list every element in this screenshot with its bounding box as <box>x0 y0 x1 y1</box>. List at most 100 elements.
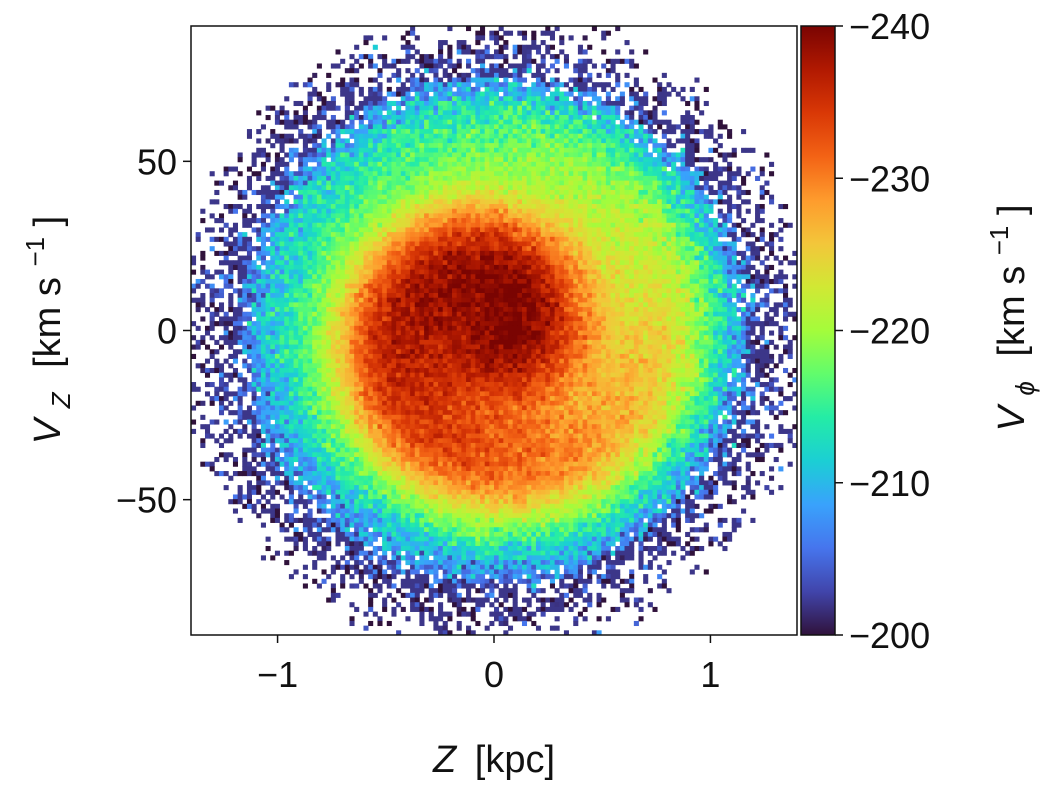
heatmap-cell <box>526 58 532 64</box>
heatmap-cell <box>480 260 486 266</box>
heatmap-cell <box>512 185 518 191</box>
heatmap-cell <box>284 218 290 224</box>
heatmap-cell <box>456 138 462 144</box>
heatmap-cell <box>577 199 583 205</box>
heatmap-cell <box>568 110 574 116</box>
heatmap-cell <box>494 72 500 78</box>
heatmap-cell <box>316 180 322 186</box>
heatmap-cell <box>545 157 551 163</box>
heatmap-cell <box>494 138 500 144</box>
heatmap-cell <box>755 274 761 280</box>
heatmap-cell <box>288 264 294 270</box>
heatmap-cell <box>680 222 686 228</box>
heatmap-cell <box>251 288 257 294</box>
heatmap-cell <box>498 204 504 210</box>
heatmap-cell <box>577 72 583 78</box>
heatmap-cell <box>349 124 355 130</box>
heatmap-cell <box>647 297 653 303</box>
heatmap-cell <box>605 278 611 285</box>
heatmap-cell <box>312 72 318 78</box>
heatmap-cell <box>535 138 542 144</box>
heatmap-cell <box>410 86 416 92</box>
heatmap-cell <box>484 278 490 285</box>
heatmap-cell <box>424 227 430 233</box>
heatmap-cell <box>307 218 313 224</box>
heatmap-cell <box>480 96 486 102</box>
heatmap-cell <box>619 213 625 219</box>
heatmap-cell <box>680 218 686 224</box>
heatmap-cell <box>335 241 341 247</box>
heatmap-cell <box>596 175 602 181</box>
heatmap-cell <box>638 236 644 242</box>
heatmap-cell <box>377 68 383 74</box>
heatmap-cell <box>615 189 621 196</box>
heatmap-cell <box>386 199 392 205</box>
heatmap-cell <box>358 255 364 261</box>
heatmap-cell <box>447 222 453 228</box>
heatmap-cell <box>587 77 593 83</box>
heatmap-cell <box>727 185 733 191</box>
heatmap-cell <box>396 218 402 224</box>
heatmap-cell <box>410 269 416 275</box>
heatmap-cell <box>568 246 574 252</box>
heatmap-cell <box>605 208 611 214</box>
heatmap-cell <box>330 208 336 214</box>
heatmap-cell <box>316 133 322 139</box>
heatmap-cell <box>344 213 350 219</box>
heatmap-cell <box>545 119 551 125</box>
heatmap-cell <box>596 204 602 210</box>
heatmap-cell <box>405 44 411 50</box>
heatmap-cell <box>545 213 551 219</box>
heatmap-cell <box>545 26 551 32</box>
heatmap-cell <box>228 278 234 285</box>
heatmap-cell <box>549 218 555 224</box>
heatmap-cell <box>307 213 313 219</box>
heatmap-cell <box>433 241 439 247</box>
heatmap-cell <box>400 180 406 186</box>
heatmap-cell <box>284 171 290 177</box>
heatmap-cell <box>526 293 532 299</box>
heatmap-cell <box>652 288 658 294</box>
heatmap-cell <box>377 152 383 158</box>
heatmap-cell <box>335 250 341 256</box>
heatmap-cell <box>340 171 346 177</box>
heatmap-cell <box>633 250 639 256</box>
heatmap-cell <box>512 166 518 172</box>
heatmap-cell <box>340 213 346 219</box>
heatmap-cell <box>559 152 565 158</box>
heatmap-cell <box>577 180 583 186</box>
heatmap-cell <box>480 241 486 247</box>
heatmap-cell <box>307 250 313 256</box>
heatmap-cell <box>619 147 625 153</box>
heatmap-cell <box>549 157 555 163</box>
heatmap-cell <box>596 199 602 205</box>
heatmap-cell <box>242 260 248 266</box>
heatmap-cell <box>661 110 667 116</box>
heatmap-cell <box>601 110 607 116</box>
heatmap-cell <box>400 171 406 177</box>
heatmap-cell <box>330 161 336 167</box>
heatmap-cell <box>447 278 453 285</box>
heatmap-cell <box>466 124 472 130</box>
heatmap-cell <box>447 54 453 60</box>
heatmap-cell <box>745 227 751 233</box>
heatmap-cell <box>559 241 565 247</box>
heatmap-cell <box>610 175 616 181</box>
heatmap-cell <box>741 274 747 280</box>
heatmap-cell <box>638 129 644 135</box>
heatmap-cell <box>671 152 677 158</box>
heatmap-cell <box>466 63 472 69</box>
heatmap-cell <box>391 161 397 167</box>
heatmap-cell <box>279 105 285 111</box>
heatmap-cell <box>643 293 649 299</box>
heatmap-cell <box>517 30 523 36</box>
heatmap-cell <box>344 96 350 102</box>
heatmap-cell <box>386 293 392 299</box>
heatmap-cell <box>484 105 490 111</box>
heatmap-cell <box>568 260 574 266</box>
heatmap-cell <box>340 246 346 252</box>
heatmap-cell <box>368 180 374 186</box>
heatmap-cell <box>298 288 304 294</box>
heatmap-cell <box>382 189 388 196</box>
heatmap-cell <box>456 194 462 200</box>
